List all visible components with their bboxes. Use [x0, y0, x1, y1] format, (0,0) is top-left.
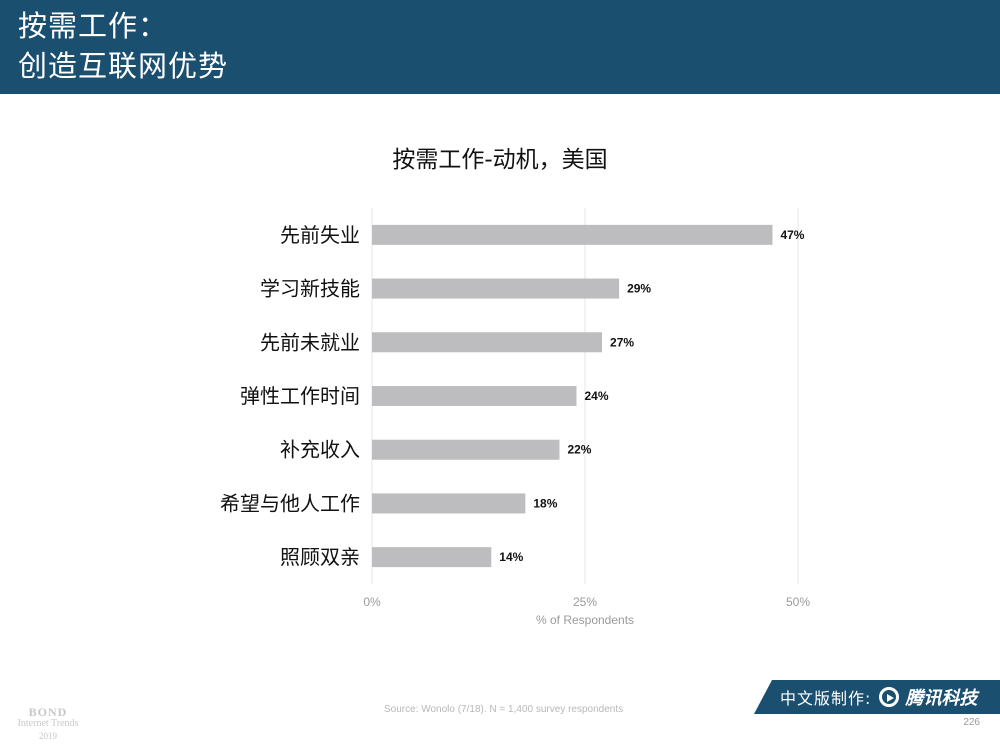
bar	[372, 224, 773, 245]
source-note: Source: Wonolo (7/18). N = 1,400 survey …	[384, 704, 624, 715]
data-label: 29%	[627, 282, 651, 296]
bar	[372, 386, 577, 406]
bond-logo-line1: BOND	[28, 705, 68, 719]
category-label: 先前失业	[280, 223, 360, 247]
bond-logo-line3: 2019	[39, 731, 57, 741]
category-label: 先前未就业	[260, 330, 360, 354]
data-label: 18%	[533, 496, 557, 510]
brand-name: 腾讯科技	[905, 688, 978, 709]
label-layer: 0% 25% 50% 先前失业 47% 学习新技能 29% 先前未就业 27% 弹性工作时间 24%…	[220, 223, 810, 609]
slide-title-line2: 创造互联网优势	[18, 49, 229, 83]
data-label: 14%	[499, 550, 523, 564]
x-tick-label: 0%	[363, 595, 381, 609]
category-label: 补充收入	[280, 438, 360, 462]
category-label: 弹性工作时间	[240, 384, 360, 408]
x-axis-title: % of Respondents	[536, 613, 634, 627]
credit-banner: 中文版制作: 腾讯科技	[754, 680, 1000, 714]
x-tick-label: 25%	[573, 595, 597, 609]
bar-layer	[372, 224, 773, 568]
page-number: 226	[963, 717, 980, 728]
bond-logo: BOND Internet Trends 2019	[0, 706, 96, 742]
bar	[372, 493, 526, 514]
category-label: 希望与他人工作	[220, 491, 360, 515]
bar-chart: 0% 25% 50% 先前失业 47% 学习新技能 29% 先前未就业 27% 弹性工作时间 24%…	[220, 208, 810, 627]
bar	[372, 278, 620, 299]
bar	[372, 547, 492, 568]
slide-header: 按需工作： 创造互联网优势	[0, 0, 1000, 94]
bar	[372, 439, 560, 460]
category-label: 照顾双亲	[280, 545, 360, 569]
data-label: 22%	[567, 443, 591, 457]
data-label: 24%	[584, 389, 608, 403]
slide-title-line1: 按需工作：	[18, 9, 169, 43]
data-label: 47%	[780, 228, 804, 242]
bond-logo-line2: Internet Trends	[17, 718, 79, 729]
x-tick-label: 50%	[786, 595, 810, 609]
credit-label: 中文版制作:	[780, 689, 872, 708]
chart-title: 按需工作-动机，美国	[392, 147, 608, 173]
bar	[372, 332, 603, 353]
data-label: 27%	[610, 335, 634, 349]
tencent-logo-icon	[879, 687, 900, 707]
category-label: 学习新技能	[260, 277, 360, 301]
